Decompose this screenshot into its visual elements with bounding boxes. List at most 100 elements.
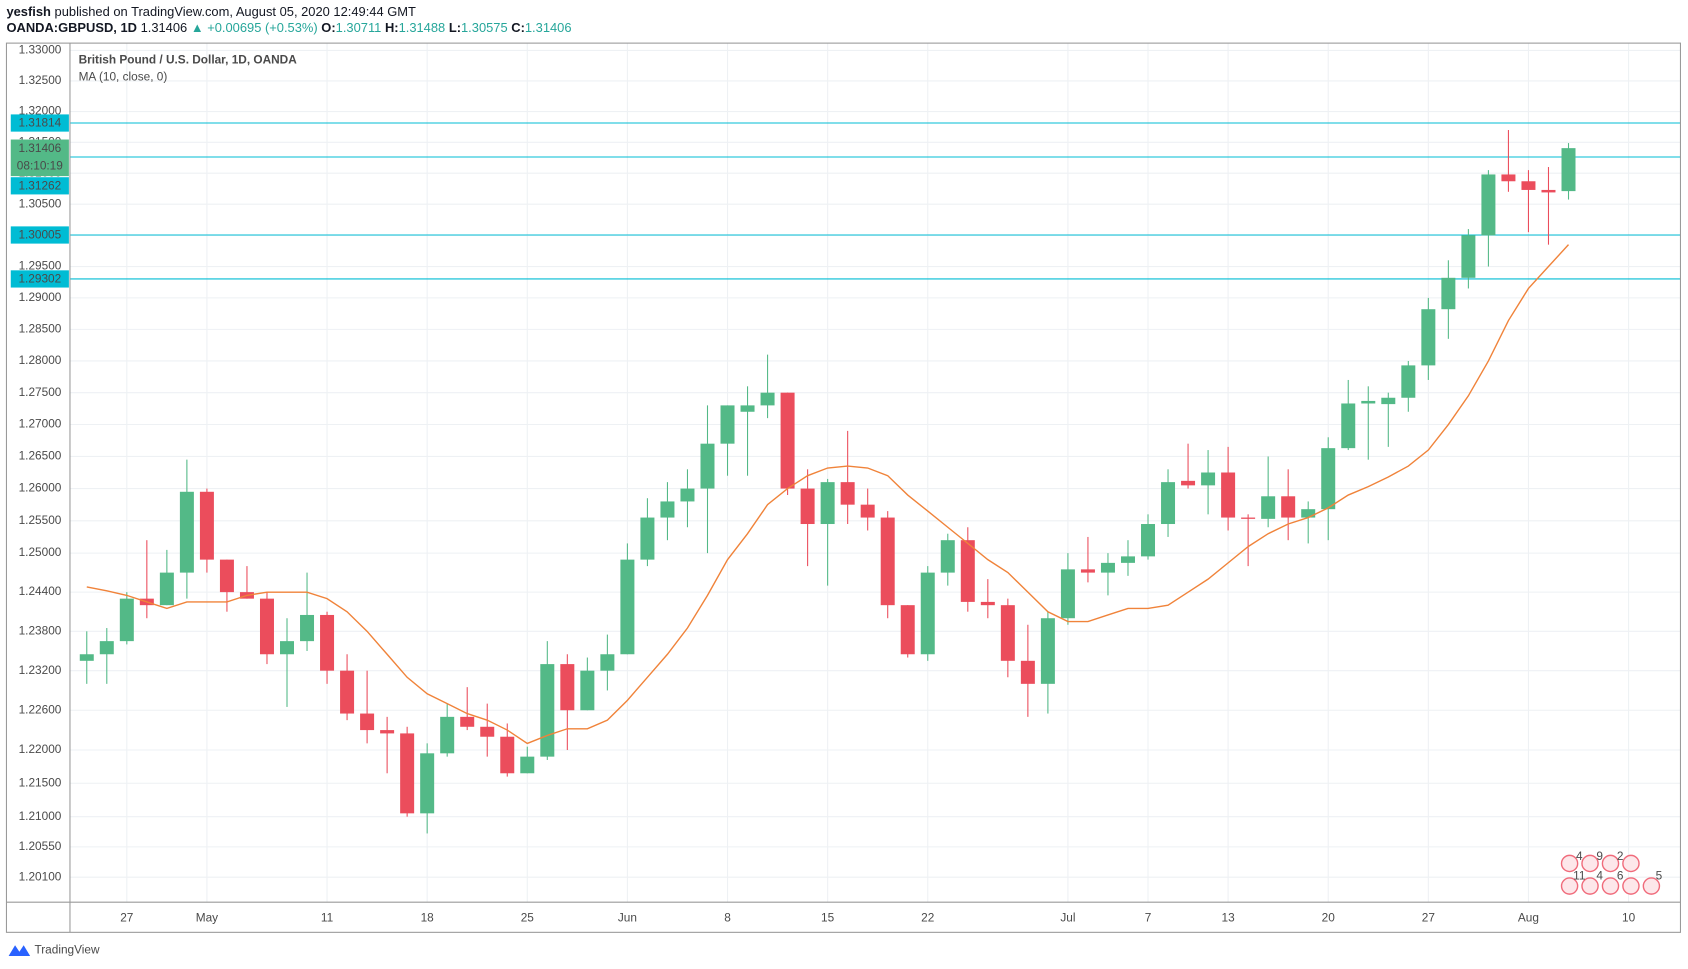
up-arrow: ▲ xyxy=(191,21,204,36)
price-badge xyxy=(10,270,69,288)
candle-body xyxy=(1401,365,1416,398)
candle-body xyxy=(1201,472,1216,486)
event-count: 9 xyxy=(1596,849,1603,863)
x-tick-label: Aug xyxy=(1518,910,1539,924)
candle-body xyxy=(480,726,495,737)
ma-line xyxy=(86,244,1570,745)
event-icon xyxy=(1622,854,1640,873)
event-icon xyxy=(1601,854,1620,873)
x-tick-label: 18 xyxy=(421,910,435,924)
candle-body xyxy=(1141,524,1156,557)
event-icon xyxy=(1622,877,1640,895)
y-tick-label: 1.32000 xyxy=(19,104,62,118)
candle-body xyxy=(860,504,875,518)
x-tick-label: 20 xyxy=(1322,910,1336,924)
candle-body xyxy=(680,488,695,502)
candle-body xyxy=(400,733,415,814)
plot xyxy=(69,122,1681,834)
x-tick-label: May xyxy=(196,910,218,924)
candle-body xyxy=(1361,400,1376,404)
candle-body xyxy=(900,605,915,655)
candle-body xyxy=(1100,562,1115,573)
price-badge xyxy=(10,177,69,195)
y-tick-label: 1.23200 xyxy=(19,663,62,677)
y-tick-label: 1.27500 xyxy=(19,385,62,399)
candle-body xyxy=(300,614,315,642)
y-tick-label: 1.24400 xyxy=(19,584,62,598)
candle-body xyxy=(600,654,615,671)
tradingview-logo: TradingView xyxy=(8,943,100,957)
candle-body xyxy=(1060,569,1075,619)
y-tick-label: 1.28000 xyxy=(19,353,62,367)
ohlc-key: C: xyxy=(511,21,525,36)
y-tick-label: 1.23800 xyxy=(19,623,62,637)
price-badge-label: 1.31814 xyxy=(18,116,61,130)
ohlc-value: 1.30711 xyxy=(336,21,382,36)
y-tick-label: 1.20550 xyxy=(19,839,62,853)
candle-body xyxy=(780,392,795,489)
candle-body xyxy=(280,641,295,655)
candle-body xyxy=(440,716,455,754)
candle-body xyxy=(380,730,395,734)
y-tick-label: 1.29500 xyxy=(19,259,62,273)
x-tick-label: 15 xyxy=(821,910,835,924)
ma-legend: MA (10, close, 0) xyxy=(79,70,168,84)
event-count: 4 xyxy=(1596,868,1603,882)
candle-body xyxy=(259,598,274,655)
candle-body xyxy=(760,392,775,406)
price-badge xyxy=(10,114,69,132)
price-badge-label: 1.31406 xyxy=(18,141,61,155)
event-icon xyxy=(1581,877,1599,895)
symbol-line: OANDA:GBPUSD, 1D 1.31406 ▲ +0.00695 (+0.… xyxy=(6,21,571,36)
candle-body xyxy=(1301,509,1316,518)
event-icon xyxy=(1642,877,1661,895)
candle-body xyxy=(920,572,935,655)
candle-body xyxy=(880,517,895,606)
last-price: 1.31406 xyxy=(141,21,188,36)
candle-body xyxy=(1161,482,1176,525)
candle-body xyxy=(640,517,655,560)
candle-body xyxy=(1120,556,1135,563)
change: +0.00695 (+0.53%) xyxy=(207,21,318,36)
candle-body xyxy=(1281,496,1296,518)
price-badge-label: 1.30005 xyxy=(18,228,61,242)
candle-body xyxy=(119,598,134,642)
candle-body xyxy=(980,601,995,606)
candle-body xyxy=(820,482,835,525)
candle-body xyxy=(1020,660,1035,684)
candle-body xyxy=(740,405,755,412)
candle-body xyxy=(1080,569,1095,573)
candle-body xyxy=(800,488,815,525)
ohlc-value: 1.31488 xyxy=(399,21,446,36)
ohlc-key: H: xyxy=(385,21,399,36)
candle-body xyxy=(540,664,555,757)
candle-body xyxy=(840,482,855,505)
x-tick-label: Jun xyxy=(618,910,637,924)
x-tick-label: 7 xyxy=(1145,910,1152,924)
candle-body xyxy=(1321,448,1336,510)
candle-body xyxy=(1261,496,1276,519)
price-badge-label: 1.29302 xyxy=(18,272,61,286)
x-tick-label: 8 xyxy=(724,910,731,924)
candle-body xyxy=(660,501,675,518)
event-icon xyxy=(1560,877,1579,895)
candle-body xyxy=(940,540,955,573)
x-tick-label: 11 xyxy=(321,910,333,924)
y-tick-label: 1.29000 xyxy=(19,290,62,304)
logo-icon xyxy=(8,945,31,957)
y-tick-label: 1.33000 xyxy=(19,43,62,57)
candle-body xyxy=(340,670,355,714)
ohlc-key: O: xyxy=(321,21,335,36)
x-tick-label: 22 xyxy=(921,910,934,924)
candle-body xyxy=(1541,189,1556,193)
y-tick-label: 1.26000 xyxy=(19,481,62,495)
x-tick-label: 13 xyxy=(1222,910,1236,924)
ohlc-value: 1.30575 xyxy=(461,21,508,36)
footer: TradingView xyxy=(34,943,100,957)
event-count: 6 xyxy=(1617,868,1624,882)
y-tick-label: 1.21000 xyxy=(19,809,62,823)
candle-body xyxy=(1521,181,1536,190)
candle-body xyxy=(1441,277,1456,310)
y-tick-label: 1.28500 xyxy=(19,321,62,335)
axis: 1.330001.325001.320001.315001.310001.305… xyxy=(10,43,1663,924)
